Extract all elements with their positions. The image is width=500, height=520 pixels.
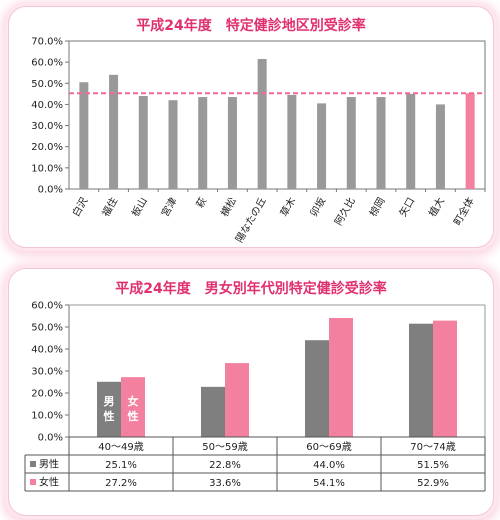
plot-area	[68, 40, 486, 190]
x-category-label: 横松	[218, 195, 239, 219]
x-category-label: 萩	[194, 196, 209, 211]
bar-8	[287, 94, 297, 189]
gender-age-chart-panel: 平成24年度 男女別年代別特定健診受診率 0.0% 10.0% 20.0% 30.0%…	[8, 268, 494, 516]
bar-annotation-female-2: 性	[128, 409, 139, 423]
data-label-female: 27.2%	[105, 478, 137, 489]
bar-male-2	[201, 386, 225, 437]
y-tick-label: 60.0%	[31, 58, 63, 69]
y-tick-label: 30.0%	[31, 121, 63, 132]
x-category-label: 阿久比	[332, 196, 357, 228]
y-tick-label: 40.0%	[31, 345, 63, 356]
y-tick-label: 10.0%	[31, 163, 63, 174]
y-tick-label: 50.0%	[31, 79, 63, 90]
bar-14	[465, 93, 475, 189]
bar-9	[317, 103, 327, 189]
y-tick-label: 20.0%	[31, 389, 63, 400]
gender-age-chart: 0.0%10.0%20.0%30.0%40.0%50.0%60.0%男性女性40…	[24, 301, 486, 492]
bar-male-3	[305, 340, 329, 437]
bar-female-4	[433, 320, 457, 437]
y-tick-label: 10.0%	[31, 411, 63, 422]
data-label-male: 44.0%	[313, 460, 345, 471]
x-category-label: 植大	[426, 195, 447, 219]
x-category-label: 卯坂	[308, 196, 328, 219]
data-label-female: 33.6%	[209, 478, 241, 489]
y-tick-label: 60.0%	[31, 301, 63, 312]
y-tick-label: 70.0%	[31, 37, 63, 48]
bar-11	[376, 97, 386, 189]
y-tick-label: 40.0%	[31, 100, 63, 111]
data-label-male: 25.1%	[105, 460, 137, 471]
x-category-label: 矢口	[396, 195, 417, 219]
bar-12	[406, 93, 416, 189]
district-chart-title: 平成24年度 特定健診地区別受診率	[136, 18, 366, 34]
gender-age-chart-title: 平成24年度 男女別年代別特定健診受診率	[115, 281, 387, 297]
bar-13	[435, 104, 445, 189]
y-tick-label: 0.0%	[38, 433, 63, 444]
district-chart: 0.0% 10.0% 20.0% 30.0% 40.0% 50.0% 60.0% 70.0% 白…	[31, 37, 486, 245]
legend-label-male: 男性	[39, 458, 59, 471]
x-category-label: 70～74歳	[410, 441, 455, 453]
x-category-label: 陽なたの丘	[233, 196, 268, 245]
bar-male-1	[97, 381, 121, 437]
bar-1	[79, 82, 89, 189]
bar-2	[109, 74, 119, 189]
x-category-label: 宮津	[158, 195, 179, 219]
bar-7	[257, 58, 267, 189]
x-category-label: 町全体	[450, 195, 476, 227]
bar-5	[198, 97, 208, 189]
bar-3	[138, 95, 148, 189]
x-category-label: 60～69歳	[306, 441, 351, 453]
bar-female-2	[225, 363, 249, 437]
x-category-label: 50～59歳	[202, 441, 247, 453]
legend-swatch-female	[30, 479, 36, 485]
data-label-male: 51.5%	[417, 460, 449, 471]
data-label-male: 22.8%	[209, 460, 241, 471]
y-tick-label: 50.0%	[31, 323, 63, 334]
x-category-label: 草木	[278, 196, 298, 219]
y-tick-label: 0.0%	[38, 185, 63, 196]
data-label-female: 54.1%	[313, 478, 345, 489]
bar-10	[346, 97, 356, 189]
bar-annotation-male-1: 男	[104, 395, 115, 408]
x-category-label: 40～49歳	[98, 441, 143, 453]
x-category-label: 白沢	[69, 195, 90, 219]
bar-male-4	[409, 323, 433, 437]
legend-swatch-male	[30, 461, 36, 467]
bar-annotation-female-1: 女	[128, 394, 139, 408]
bar-annotation-male-2: 性	[104, 409, 115, 423]
y-tick-label: 20.0%	[31, 142, 63, 153]
data-label-female: 52.9%	[417, 478, 449, 489]
bar-4	[168, 100, 178, 189]
bar-female-1	[121, 377, 145, 437]
x-category-label: 椋岡	[366, 195, 387, 219]
legend-label-female: 女性	[39, 476, 59, 489]
x-category-label: 福住	[99, 195, 120, 219]
y-tick-label: 30.0%	[31, 367, 63, 378]
bar-6	[227, 97, 237, 189]
district-chart-panel: 平成24年度 特定健診地区別受診率 0.0% 10.0% 20.0% 30.0% 40.…	[8, 6, 494, 248]
x-category-label: 板山	[129, 195, 150, 219]
bar-female-3	[329, 317, 353, 437]
